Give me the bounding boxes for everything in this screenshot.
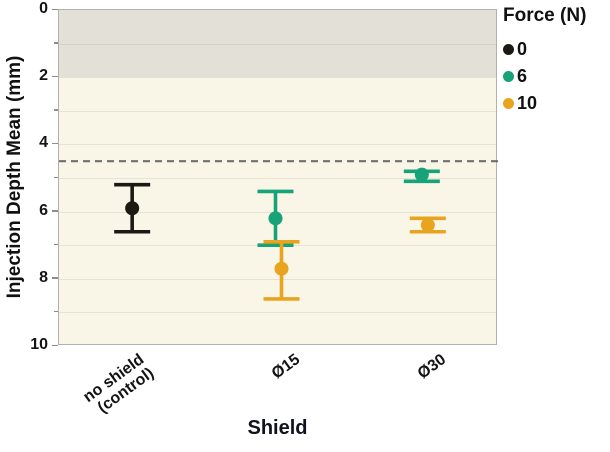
y-tick-label: 8 [39, 268, 48, 286]
y-tick-mark [52, 210, 58, 212]
legend-item: 10 [503, 90, 609, 117]
y-tick-label: 4 [39, 134, 48, 152]
legend-marker-icon [503, 98, 514, 109]
y-tick-mark [52, 75, 58, 78]
mean-point [125, 201, 140, 216]
gridline [59, 178, 496, 179]
gridline [59, 144, 496, 146]
legend-item: 6 [503, 63, 609, 90]
legend-marker-icon [503, 71, 514, 82]
x-axis-title: Shield [247, 417, 308, 439]
gridline [59, 312, 496, 314]
y-tick-mark [52, 277, 58, 279]
y-tick-label: 2 [39, 67, 48, 85]
y-axis-title-text: Injection Depth Mean (mm) [4, 55, 25, 299]
y-tick-label: 0 [39, 0, 48, 17]
gridline [59, 278, 496, 280]
data-markers-layer [59, 160, 498, 301]
legend-title: Force (N) [503, 5, 587, 26]
y-axis-title: Injection Depth Mean (mm) [0, 9, 30, 345]
shaded-band [59, 10, 496, 78]
gridline [59, 77, 496, 79]
y-tick-mark [54, 176, 58, 178]
y-tick-mark [52, 142, 58, 145]
gridline [59, 110, 496, 112]
mean-point [268, 211, 283, 226]
y-tick-mark [52, 8, 58, 10]
x-tick-label: no shield (control) [80, 351, 158, 417]
mean-point [274, 261, 289, 276]
plot-area [58, 9, 498, 345]
y-tick-label: 10 [30, 336, 48, 353]
y-tick-mark [54, 310, 58, 313]
legend-item-label: 0 [517, 39, 528, 59]
y-tick-mark [54, 243, 58, 246]
legend: Force (N) 0 6 10 [503, 5, 609, 117]
y-tick-mark [52, 344, 58, 346]
y-tick-label: 6 [39, 201, 48, 219]
mean-point [414, 167, 429, 182]
legend-item-label: 10 [517, 93, 538, 113]
legend-item-label: 6 [517, 66, 528, 86]
mean-point [420, 218, 435, 233]
x-tick-label: Ø15 [268, 351, 303, 383]
legend-item: 0 [503, 36, 609, 63]
y-tick-mark [54, 109, 58, 111]
legend-marker-icon [503, 44, 514, 55]
gridline [59, 43, 496, 45]
legend-items: 0 6 10 [503, 36, 609, 117]
y-tick-mark [54, 42, 58, 44]
x-tick-label: Ø30 [414, 351, 450, 383]
